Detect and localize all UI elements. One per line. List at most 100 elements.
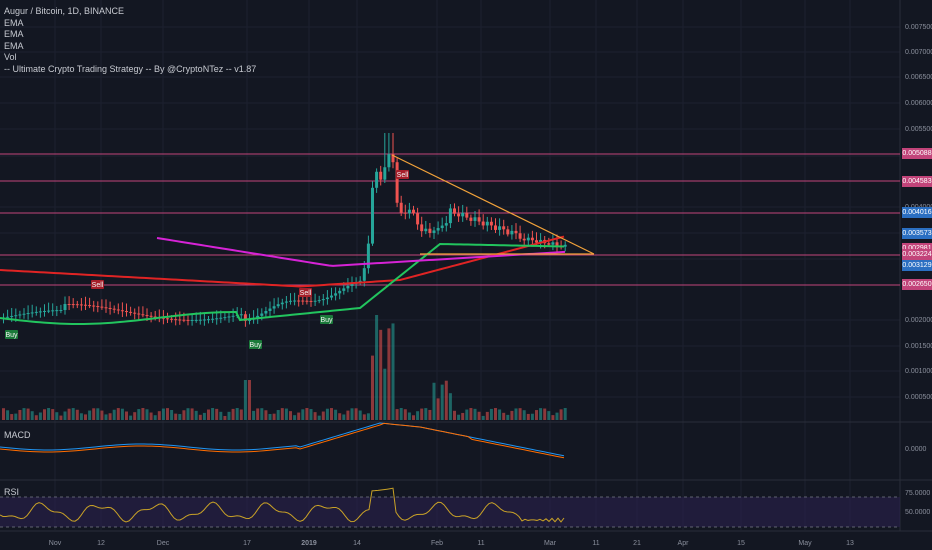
candle[interactable] — [375, 168, 379, 193]
candle[interactable] — [313, 293, 317, 306]
legend-ema-2[interactable]: EMA — [4, 29, 24, 40]
candle[interactable] — [268, 301, 272, 317]
candle[interactable] — [510, 225, 514, 240]
candle[interactable] — [276, 297, 280, 309]
candle[interactable] — [371, 181, 374, 246]
candle[interactable] — [149, 312, 153, 323]
candle[interactable] — [272, 298, 276, 314]
candle[interactable] — [137, 306, 141, 320]
candle[interactable] — [317, 295, 321, 304]
candle[interactable] — [112, 305, 116, 314]
candle[interactable] — [477, 209, 481, 226]
candle[interactable] — [186, 315, 190, 326]
legend-ema-1[interactable]: EMA — [4, 17, 24, 28]
candle[interactable] — [63, 296, 67, 315]
candle[interactable] — [280, 298, 284, 310]
candle[interactable] — [440, 217, 444, 232]
candle[interactable] — [530, 230, 534, 245]
candle[interactable] — [284, 295, 288, 309]
candle[interactable] — [22, 308, 26, 319]
candle[interactable] — [67, 296, 71, 311]
candle[interactable] — [223, 312, 227, 321]
candle[interactable] — [202, 313, 206, 326]
candle[interactable] — [34, 306, 38, 316]
candle[interactable] — [43, 304, 46, 317]
candle[interactable] — [403, 204, 407, 220]
candle[interactable] — [71, 298, 75, 309]
candle[interactable] — [239, 307, 243, 321]
candle[interactable] — [211, 312, 215, 323]
candle[interactable] — [84, 296, 87, 311]
candle[interactable] — [30, 304, 34, 318]
candle[interactable] — [506, 225, 510, 237]
candle[interactable] — [190, 314, 194, 326]
candle[interactable] — [51, 303, 55, 316]
candle[interactable] — [293, 292, 297, 306]
candle[interactable] — [174, 312, 178, 326]
candle[interactable] — [338, 287, 342, 300]
candle[interactable] — [346, 278, 350, 293]
triangle-drawing[interactable] — [391, 154, 595, 255]
candle[interactable] — [502, 219, 506, 235]
candle[interactable] — [75, 300, 79, 309]
candle[interactable] — [26, 305, 30, 320]
candle[interactable] — [391, 133, 395, 169]
candle[interactable] — [207, 315, 210, 324]
candle[interactable] — [96, 301, 100, 313]
candle[interactable] — [325, 290, 329, 305]
candle[interactable] — [473, 211, 477, 227]
candle[interactable] — [38, 307, 42, 318]
candle[interactable] — [178, 311, 182, 325]
candle[interactable] — [448, 204, 452, 229]
candle[interactable] — [116, 303, 120, 315]
candle[interactable] — [47, 302, 51, 314]
candle[interactable] — [129, 306, 133, 316]
candle[interactable] — [350, 276, 354, 292]
candle[interactable] — [453, 203, 456, 217]
candle[interactable] — [432, 226, 436, 239]
candle[interactable] — [264, 306, 268, 317]
candle[interactable] — [141, 306, 145, 318]
candle[interactable] — [498, 218, 502, 236]
candlestick-series[interactable] — [2, 133, 567, 327]
candle[interactable] — [563, 241, 567, 252]
candle[interactable] — [469, 214, 473, 226]
candle[interactable] — [227, 311, 231, 323]
legend-strategy[interactable]: -- Ultimate Crypto Trading Strategy -- B… — [4, 63, 257, 74]
candle[interactable] — [526, 233, 530, 247]
candle[interactable] — [108, 301, 112, 315]
symbol-title[interactable]: Augur / Bitcoin, 1D, BINANCE — [4, 6, 125, 16]
candle[interactable] — [330, 287, 333, 301]
candle[interactable] — [301, 296, 305, 305]
candle[interactable] — [133, 308, 137, 320]
candle[interactable] — [231, 308, 235, 322]
macd-title[interactable]: MACD — [4, 430, 31, 440]
candle[interactable] — [465, 206, 469, 221]
candle[interactable] — [297, 294, 301, 307]
candle[interactable] — [514, 223, 518, 240]
candle[interactable] — [383, 133, 387, 183]
candle[interactable] — [120, 302, 124, 318]
candle[interactable] — [522, 233, 526, 245]
legend-ema-3[interactable]: EMA — [4, 40, 24, 51]
candle[interactable] — [444, 216, 448, 232]
candle[interactable] — [321, 294, 325, 306]
candle[interactable] — [92, 300, 96, 312]
candle[interactable] — [125, 303, 128, 317]
candle[interactable] — [395, 158, 399, 208]
candle[interactable] — [420, 216, 424, 237]
candle[interactable] — [461, 204, 465, 222]
candle[interactable] — [485, 216, 489, 232]
legend-volume[interactable]: Vol — [4, 52, 17, 63]
candle[interactable] — [55, 305, 59, 317]
candle[interactable] — [551, 234, 555, 251]
candle[interactable] — [166, 312, 169, 324]
candle[interactable] — [489, 217, 493, 231]
candle[interactable] — [428, 223, 432, 238]
candle[interactable] — [399, 195, 403, 216]
candle[interactable] — [100, 299, 104, 310]
candle[interactable] — [88, 297, 92, 309]
candle[interactable] — [289, 293, 292, 305]
